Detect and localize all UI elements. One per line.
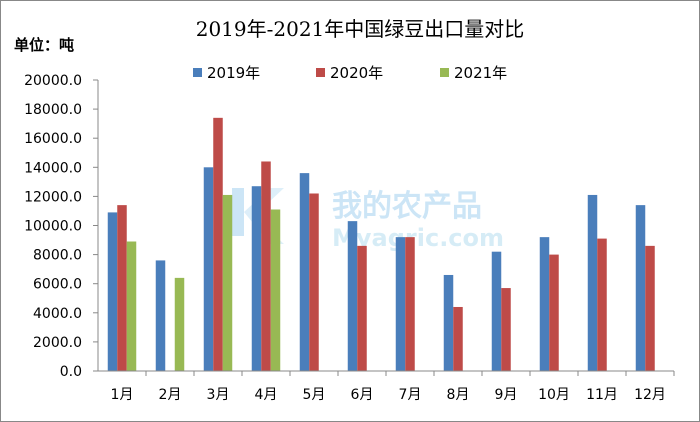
- y-tick-label: 10000.0: [24, 219, 82, 235]
- x-tick-label: 11月: [586, 387, 618, 403]
- bar: [635, 205, 646, 371]
- watermark-text-cn: 我的农产品: [332, 189, 482, 224]
- x-tick-label: 10月: [538, 387, 570, 403]
- bar: [645, 245, 655, 371]
- legend-swatch: [193, 68, 202, 77]
- bar: [251, 186, 262, 371]
- unit-label: 单位：吨: [14, 36, 74, 54]
- x-tick-label: 1月: [111, 387, 134, 403]
- bar: [213, 117, 223, 371]
- y-tick-label: 4000.0: [33, 306, 82, 322]
- bar: [597, 238, 607, 371]
- x-axis-tick-labels: 1月 2月 3月 4月 5月 6月 7月 8月 9月 10月 11月 12月: [111, 387, 666, 403]
- legend-label: 2019年: [207, 64, 260, 82]
- bar: [222, 194, 233, 371]
- watermark: 我的农产品 Myagric.com: [232, 188, 504, 252]
- legend-swatch: [316, 68, 325, 77]
- bar: [309, 193, 319, 371]
- y-tick-label: 12000.0: [24, 189, 82, 205]
- y-tick-label: 0.0: [60, 364, 82, 380]
- bar: [203, 167, 214, 371]
- x-tick-label: 9月: [495, 387, 518, 403]
- y-tick-label: 14000.0: [24, 160, 82, 176]
- bar: [270, 209, 281, 371]
- y-tick-label: 16000.0: [24, 131, 82, 147]
- bar: [405, 237, 415, 371]
- x-tick-label: 2月: [159, 387, 182, 403]
- bar: [174, 277, 185, 371]
- bar: [587, 194, 598, 371]
- bar: [539, 237, 550, 371]
- x-tick-label: 8月: [447, 387, 470, 403]
- x-tick-label: 12月: [634, 387, 666, 403]
- y-axis-tick-labels: 0.0 2000.0 4000.0 6000.0 8000.0 10000.0 12000.…: [24, 73, 82, 380]
- bar: [453, 306, 463, 371]
- bar: [117, 205, 127, 371]
- bar: [357, 245, 367, 371]
- chart-title: 2019年-2021年中国绿豆出口量对比: [196, 17, 525, 41]
- bar: [347, 221, 358, 371]
- x-tick-label: 3月: [207, 387, 230, 403]
- legend: 2019年 2020年 2021年: [193, 64, 507, 82]
- bar: [549, 254, 559, 371]
- x-tick-label: 7月: [399, 387, 422, 403]
- y-tick-label: 6000.0: [33, 277, 82, 293]
- x-tick-label: 4月: [255, 387, 278, 403]
- bar: [395, 237, 406, 371]
- y-tick-label: 2000.0: [33, 335, 82, 351]
- x-tick-label: 5月: [303, 387, 326, 403]
- bar: [299, 173, 310, 371]
- bar: [155, 260, 166, 371]
- bar: [443, 274, 454, 371]
- legend-label: 2021年: [454, 64, 507, 82]
- bar: [107, 212, 118, 371]
- bar: [126, 241, 137, 371]
- bars: [107, 117, 655, 371]
- axes: [93, 79, 675, 376]
- bar: [501, 288, 511, 371]
- legend-swatch: [440, 68, 449, 77]
- y-tick-label: 20000.0: [24, 73, 82, 89]
- bar: [261, 161, 271, 371]
- y-tick-label: 8000.0: [33, 248, 82, 264]
- legend-label: 2020年: [330, 64, 383, 82]
- x-tick-label: 6月: [351, 387, 374, 403]
- y-tick-label: 18000.0: [24, 102, 82, 118]
- bar: [491, 251, 502, 371]
